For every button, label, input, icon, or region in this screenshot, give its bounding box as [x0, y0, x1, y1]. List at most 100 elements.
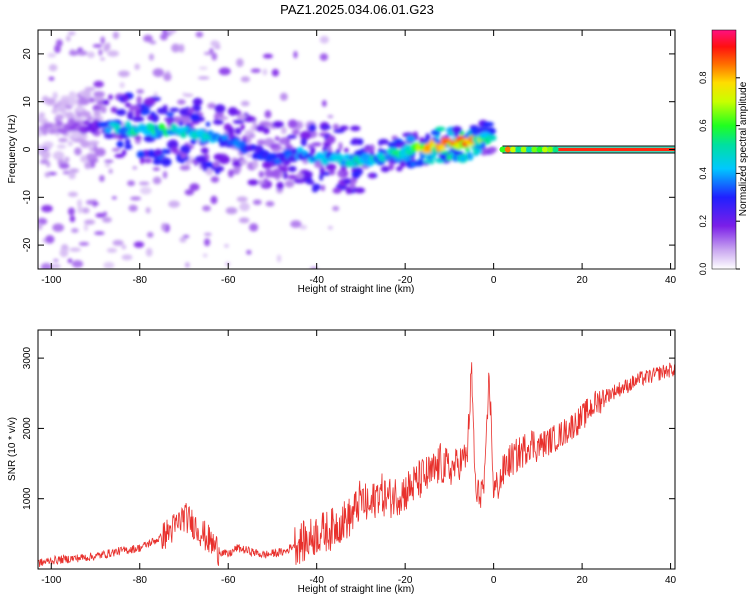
heatmap-cell: [451, 153, 460, 162]
heatmap-cell: [396, 166, 403, 172]
heatmap-cell: [236, 196, 248, 203]
heatmap-cell: [321, 100, 327, 107]
heatmap-cell: [326, 135, 336, 144]
heatmap-ridge-cell: [547, 146, 554, 153]
heatmap-cell: [127, 180, 136, 187]
heatmap-cell: [167, 139, 179, 149]
spectrogram-y-ticks: -20 -10 0 10 20: [22, 48, 675, 252]
heatmap-cell: [296, 172, 304, 179]
heatmap-cell: [308, 123, 317, 132]
heatmap-cell: [143, 158, 153, 164]
x-tick-label: -20: [398, 575, 413, 586]
heatmap-cell: [93, 80, 105, 88]
heatmap-cell: [214, 104, 226, 113]
heatmap-cell: [369, 151, 375, 157]
heatmap-cell: [45, 235, 55, 244]
heatmap-cell: [202, 205, 211, 212]
heatmap-cell: [177, 99, 186, 105]
heatmap-cell: [38, 112, 46, 118]
heatmap-cell: [227, 169, 234, 178]
heatmap-cell: [41, 204, 53, 213]
heatmap-ridge-cell: [124, 121, 131, 129]
heatmap-cell: [272, 120, 284, 129]
colorbar-tick-label: 0.6: [698, 119, 708, 132]
heatmap-cell: [279, 92, 288, 101]
heatmap-cell: [351, 137, 361, 145]
heatmap-cell: [130, 196, 142, 201]
heatmap-cell: [84, 161, 91, 170]
heatmap-cell: [203, 232, 212, 236]
heatmap-cell: [160, 157, 172, 167]
snr-x-label: Height of straight line (km): [298, 584, 415, 595]
heatmap-cell: [293, 50, 298, 59]
heatmap-cell: [224, 243, 229, 248]
heatmap-cell: [52, 91, 58, 100]
heatmap-cell: [482, 121, 494, 127]
heatmap-cell: [140, 186, 152, 195]
spectrogram-x-label: Height of straight line (km): [298, 284, 415, 295]
heatmap-cell: [279, 166, 289, 172]
heatmap-cell: [170, 147, 179, 154]
heatmap-cell: [182, 116, 191, 124]
heatmap-cell: [332, 123, 340, 130]
heatmap-cell: [160, 33, 168, 41]
heatmap-cell: [78, 98, 90, 106]
snr-y-label: SNR (10 * v/v): [7, 417, 18, 481]
heatmap-cell: [240, 76, 251, 83]
heatmap-ridge-cell: [41, 126, 48, 136]
heatmap-cell: [102, 99, 110, 106]
heatmap-cell: [363, 147, 375, 153]
heatmap-cell: [45, 97, 56, 106]
x-tick-label: 0: [491, 275, 497, 286]
heatmap-cell: [472, 149, 478, 155]
heatmap-cell: [165, 112, 175, 117]
heatmap-cell: [184, 189, 194, 196]
heatmap-ridge-cell: [384, 153, 392, 161]
heatmap-cell: [466, 151, 473, 160]
heatmap-cell: [128, 204, 138, 212]
heatmap-cell: [269, 143, 280, 149]
heatmap-cell: [59, 98, 70, 106]
heatmap-cell: [263, 178, 269, 187]
heatmap-cell: [264, 110, 272, 119]
heatmap-cell: [38, 117, 43, 124]
heatmap-cell: [183, 93, 194, 97]
heatmap-cell: [152, 167, 161, 171]
heatmap-cell: [69, 168, 80, 174]
colorbar-gradient: [712, 30, 736, 269]
heatmap-cell: [214, 166, 221, 175]
heatmap-cell: [240, 100, 250, 107]
heatmap-cell: [417, 158, 424, 167]
heatmap-cell: [127, 111, 134, 121]
x-tick-label: 20: [577, 275, 589, 286]
heatmap-ridge-cell: [82, 120, 91, 126]
heatmap-cell: [249, 223, 259, 232]
heatmap-cell: [189, 113, 201, 122]
y-tick-label: 10: [22, 96, 33, 108]
heatmap-cell: [47, 52, 57, 58]
heatmap-ridge-cell: [499, 146, 506, 153]
heatmap-cell: [166, 30, 177, 34]
heatmap-cell: [82, 89, 92, 99]
heatmap-ridge-cell: [526, 146, 533, 153]
heatmap-cell: [246, 135, 251, 144]
heatmap-ridge-cell: [510, 146, 517, 153]
colorbar-tick-label: 0.0: [698, 263, 708, 276]
snr-panel: -100 -80 -60 -40 -20 0 20 40 1000 2000 3000 Heigh…: [7, 329, 677, 595]
heatmap-cell: [333, 128, 345, 134]
heatmap-cell: [218, 67, 231, 76]
heatmap-cell: [78, 133, 88, 140]
heatmap-cell: [102, 216, 112, 223]
heatmap-cell: [249, 133, 256, 139]
heatmap-cell: [100, 36, 105, 45]
snr-series-line: [38, 362, 675, 567]
heatmap-cell: [132, 116, 145, 122]
heatmap-cell: [274, 136, 280, 141]
heatmap-cell: [258, 170, 265, 178]
colorbar-ticks: 0.0 0.2 0.4 0.6 0.8: [698, 72, 740, 276]
heatmap-cell: [58, 163, 70, 170]
heatmap-cell: [246, 249, 252, 255]
heatmap-cell: [350, 125, 361, 132]
heatmap-cell: [147, 115, 154, 121]
heatmap-cell: [185, 262, 190, 268]
